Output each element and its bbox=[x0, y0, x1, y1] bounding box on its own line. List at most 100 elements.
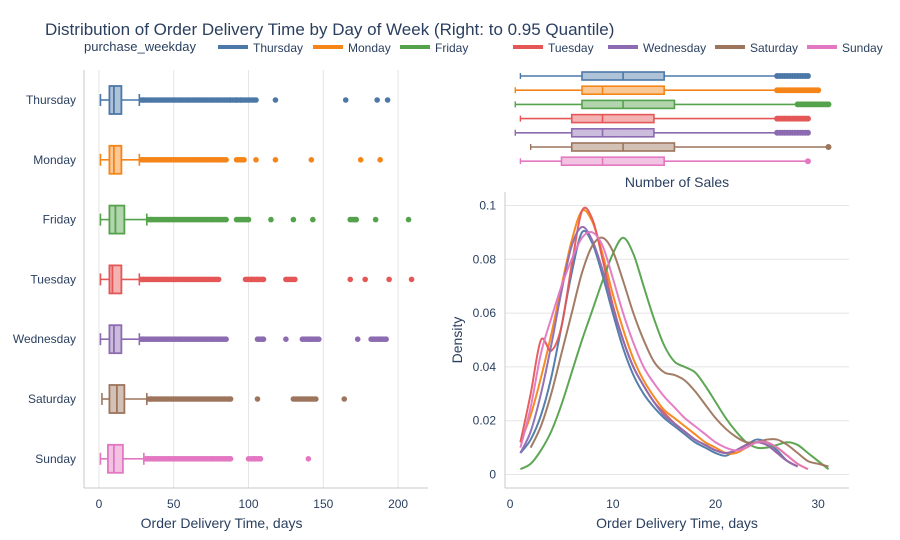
legend-item-saturday[interactable]: Saturday bbox=[715, 41, 798, 55]
outlier-point bbox=[241, 157, 247, 163]
density-panel: 0 0.02 0.04 0.06 0.08 0.1 0 10 20 30 Order Deliver… bbox=[449, 192, 849, 531]
box-saturday[interactable]: Saturday bbox=[28, 384, 348, 414]
density-line-wednesday[interactable] bbox=[519, 225, 799, 468]
legend-label: Tuesday bbox=[548, 41, 594, 55]
outlier-point bbox=[825, 101, 832, 108]
left-boxplot-panel: 0 50 100 150 200 Order Delivery Time, days Thu… bbox=[13, 70, 428, 531]
legend-title: purchase_weekday bbox=[84, 39, 197, 54]
x-axis-title: Order Delivery Time, days bbox=[141, 515, 303, 531]
outlier-point bbox=[260, 276, 267, 283]
density-line-friday[interactable] bbox=[519, 236, 830, 471]
outlier-point bbox=[253, 97, 259, 103]
x-tick-label: 20 bbox=[709, 497, 723, 511]
outlier-point bbox=[223, 336, 229, 343]
box-tuesday[interactable]: Tuesday bbox=[30, 264, 415, 295]
outlier-point bbox=[804, 129, 811, 136]
outlier-point bbox=[253, 157, 259, 163]
outlier-point bbox=[825, 144, 832, 150]
outlier-point bbox=[215, 276, 222, 283]
x-tick-label: 50 bbox=[167, 497, 181, 511]
iqr-box bbox=[108, 324, 123, 355]
outlier-point bbox=[272, 97, 279, 103]
y-tick-label: 0.08 bbox=[473, 252, 497, 266]
iqr-box bbox=[581, 99, 676, 110]
y-tick-label: Friday bbox=[43, 213, 76, 227]
x-axis-title: Order Delivery Time, days bbox=[596, 515, 758, 531]
iqr-box bbox=[570, 128, 655, 138]
y-tick-label: 0 bbox=[489, 468, 496, 482]
legend-label: Wednesday bbox=[643, 41, 706, 55]
iqr-box bbox=[108, 264, 123, 295]
outlier-point bbox=[804, 73, 811, 79]
outlier-point bbox=[347, 276, 354, 283]
y-tick-label: Tuesday bbox=[30, 272, 76, 286]
outlier-point bbox=[272, 157, 279, 163]
outlier-point bbox=[353, 216, 360, 223]
legend-label: Friday bbox=[435, 41, 468, 55]
outlier-point bbox=[290, 216, 297, 223]
outlier-point bbox=[341, 396, 348, 402]
y-tick-label: Wednesday bbox=[13, 332, 76, 346]
outlier-point bbox=[227, 396, 234, 402]
marginal-box-wednesday[interactable] bbox=[514, 128, 811, 138]
legend[interactable]: Thursday Monday Friday Tuesday Wednesday Satu… bbox=[218, 41, 883, 55]
box-friday[interactable]: Friday bbox=[43, 204, 412, 235]
iqr-box bbox=[107, 443, 124, 474]
outlier-point bbox=[386, 276, 392, 283]
legend-item-friday[interactable]: Friday bbox=[400, 41, 468, 55]
outlier-point bbox=[245, 216, 252, 223]
iqr-box bbox=[570, 113, 655, 124]
y-tick-label: 0.04 bbox=[473, 360, 497, 374]
outlier-point bbox=[254, 396, 261, 402]
legend-item-thursday[interactable]: Thursday bbox=[218, 41, 303, 55]
x-tick-label: 30 bbox=[812, 497, 826, 511]
box-thursday[interactable]: Thursday bbox=[26, 85, 391, 115]
x-tick-label: 100 bbox=[239, 497, 259, 511]
y-axis-title: Density bbox=[449, 317, 465, 364]
x-tick-label: 10 bbox=[606, 497, 620, 511]
outlier-point bbox=[362, 276, 368, 283]
box-wednesday[interactable]: Wednesday bbox=[13, 324, 389, 355]
marginal-box-saturday[interactable] bbox=[529, 142, 832, 152]
outlier-point bbox=[342, 97, 349, 103]
legend-item-tuesday[interactable]: Tuesday bbox=[513, 41, 594, 55]
legend-item-wednesday[interactable]: Wednesday bbox=[608, 41, 706, 55]
marginal-axis-title: Number of Sales bbox=[625, 174, 729, 190]
y-tick-label: Thursday bbox=[26, 93, 76, 107]
box-sunday[interactable]: Sunday bbox=[35, 443, 312, 474]
marginal-box-friday[interactable] bbox=[514, 99, 832, 110]
outlier-point bbox=[260, 336, 267, 343]
outlier-point bbox=[804, 158, 811, 165]
y-tick-label: 0.02 bbox=[473, 414, 497, 428]
outlier-point bbox=[310, 216, 316, 223]
density-line-saturday[interactable] bbox=[529, 236, 829, 468]
outlier-point bbox=[292, 276, 298, 283]
outlier-point bbox=[383, 336, 389, 343]
outlier-point bbox=[283, 336, 289, 343]
outlier-point bbox=[268, 216, 274, 223]
legend-item-sunday[interactable]: Sunday bbox=[807, 41, 883, 55]
box-monday[interactable]: Monday bbox=[33, 144, 383, 175]
y-tick-label: Monday bbox=[33, 153, 76, 167]
iqr-box bbox=[108, 144, 123, 175]
y-tick-label: Saturday bbox=[28, 392, 76, 406]
outlier-point bbox=[305, 456, 312, 462]
outlier-point bbox=[316, 336, 322, 343]
y-tick-label: Sunday bbox=[35, 452, 76, 466]
marginal-box-tuesday[interactable] bbox=[519, 113, 811, 124]
density-line-sunday[interactable] bbox=[519, 231, 809, 471]
iqr-box bbox=[108, 204, 126, 235]
legend-item-monday[interactable]: Monday bbox=[313, 41, 391, 55]
iqr-box bbox=[560, 156, 665, 166]
marginal-box-sunday[interactable] bbox=[519, 156, 811, 166]
density-line-tuesday[interactable] bbox=[519, 206, 799, 468]
outlier-point bbox=[405, 216, 412, 223]
density-line-monday[interactable] bbox=[519, 209, 809, 471]
outlier-point bbox=[223, 157, 229, 163]
outlier-point bbox=[815, 87, 822, 94]
marginal-box-monday[interactable] bbox=[514, 85, 822, 95]
outlier-point bbox=[372, 216, 379, 223]
marginal-box-thursday[interactable] bbox=[519, 71, 811, 81]
marginal-boxplot-panel: Number of Sales bbox=[514, 71, 832, 190]
x-tick-label: 200 bbox=[388, 497, 408, 511]
